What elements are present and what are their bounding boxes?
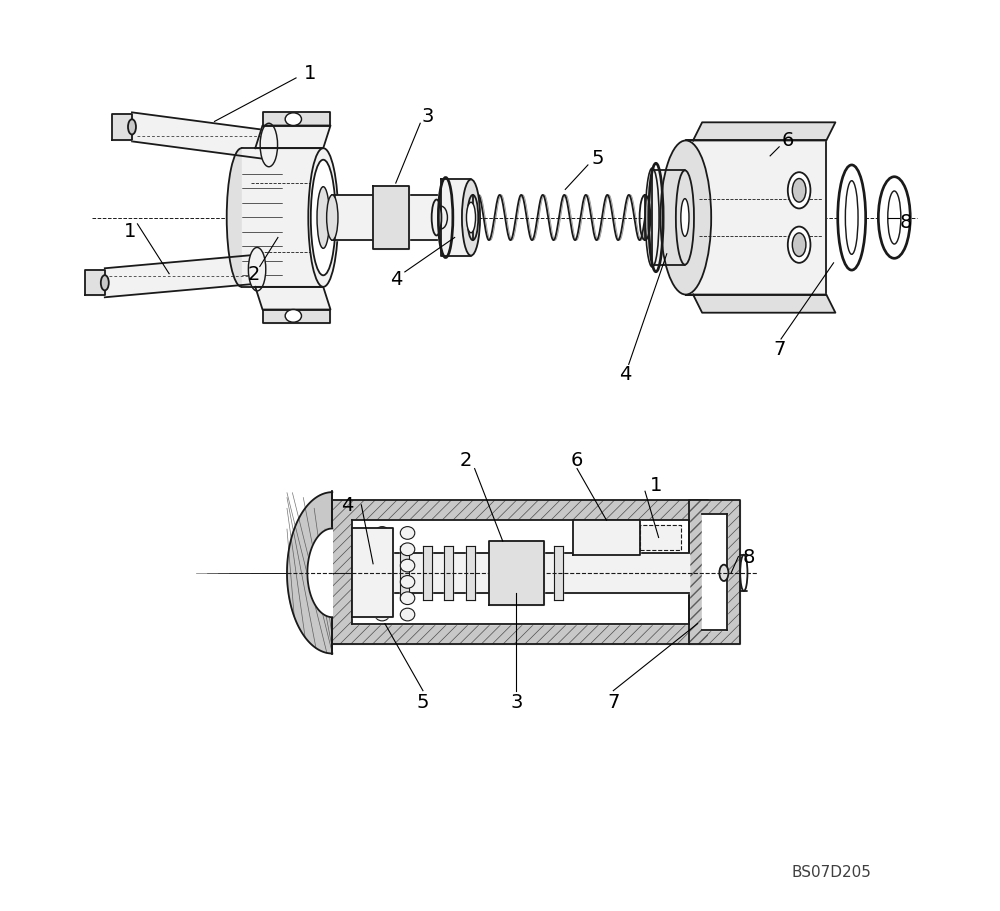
Polygon shape bbox=[693, 123, 835, 141]
Ellipse shape bbox=[432, 200, 441, 236]
Ellipse shape bbox=[400, 527, 415, 539]
Text: 3: 3 bbox=[421, 107, 434, 126]
Ellipse shape bbox=[740, 555, 747, 591]
Polygon shape bbox=[489, 546, 498, 600]
Text: 6: 6 bbox=[571, 451, 583, 469]
Ellipse shape bbox=[128, 120, 136, 136]
Polygon shape bbox=[554, 546, 563, 600]
Polygon shape bbox=[693, 295, 835, 313]
Polygon shape bbox=[112, 115, 132, 140]
Ellipse shape bbox=[400, 592, 415, 605]
Polygon shape bbox=[352, 553, 689, 593]
Polygon shape bbox=[85, 271, 105, 296]
Ellipse shape bbox=[375, 609, 389, 621]
Polygon shape bbox=[489, 541, 544, 605]
Ellipse shape bbox=[400, 543, 415, 556]
Polygon shape bbox=[702, 515, 727, 630]
Polygon shape bbox=[640, 526, 681, 550]
Polygon shape bbox=[466, 546, 475, 600]
Ellipse shape bbox=[400, 609, 415, 621]
Ellipse shape bbox=[400, 559, 415, 572]
Text: 8: 8 bbox=[743, 548, 755, 567]
Ellipse shape bbox=[400, 576, 415, 589]
Ellipse shape bbox=[788, 228, 810, 263]
Ellipse shape bbox=[260, 124, 278, 168]
Polygon shape bbox=[689, 501, 740, 644]
Text: 2: 2 bbox=[459, 451, 472, 469]
Ellipse shape bbox=[285, 310, 301, 322]
Polygon shape bbox=[373, 187, 409, 250]
Polygon shape bbox=[352, 521, 689, 624]
Polygon shape bbox=[400, 546, 409, 600]
Text: 2: 2 bbox=[247, 265, 260, 284]
Text: 1: 1 bbox=[650, 475, 662, 494]
Polygon shape bbox=[444, 546, 453, 600]
Ellipse shape bbox=[227, 149, 257, 288]
Polygon shape bbox=[255, 288, 330, 310]
Ellipse shape bbox=[327, 196, 338, 241]
Polygon shape bbox=[263, 113, 330, 127]
Polygon shape bbox=[533, 546, 542, 600]
Polygon shape bbox=[352, 529, 393, 618]
Polygon shape bbox=[242, 149, 323, 288]
Ellipse shape bbox=[792, 233, 806, 257]
Polygon shape bbox=[287, 493, 332, 654]
Ellipse shape bbox=[248, 248, 266, 292]
Ellipse shape bbox=[719, 565, 728, 581]
Text: 7: 7 bbox=[607, 692, 619, 711]
Ellipse shape bbox=[792, 179, 806, 203]
Text: 8: 8 bbox=[900, 212, 912, 231]
Text: 6: 6 bbox=[782, 131, 794, 150]
Ellipse shape bbox=[676, 171, 694, 265]
Text: 5: 5 bbox=[417, 692, 429, 711]
Text: 4: 4 bbox=[619, 364, 631, 384]
Ellipse shape bbox=[311, 160, 336, 276]
Polygon shape bbox=[263, 310, 330, 323]
Polygon shape bbox=[307, 529, 332, 618]
Text: 1: 1 bbox=[303, 64, 316, 83]
Polygon shape bbox=[686, 141, 826, 295]
Ellipse shape bbox=[317, 188, 329, 249]
Ellipse shape bbox=[878, 178, 910, 259]
Ellipse shape bbox=[681, 200, 689, 237]
Polygon shape bbox=[441, 180, 471, 256]
Text: 1: 1 bbox=[124, 221, 136, 241]
Ellipse shape bbox=[101, 276, 109, 292]
Polygon shape bbox=[511, 546, 520, 600]
Polygon shape bbox=[255, 127, 330, 149]
Polygon shape bbox=[573, 521, 640, 555]
Text: BS07D205: BS07D205 bbox=[792, 865, 872, 879]
Text: 3: 3 bbox=[510, 692, 523, 711]
Ellipse shape bbox=[375, 543, 389, 556]
Ellipse shape bbox=[466, 203, 476, 233]
Ellipse shape bbox=[838, 166, 866, 271]
Ellipse shape bbox=[462, 180, 480, 256]
Ellipse shape bbox=[285, 114, 301, 127]
Polygon shape bbox=[332, 501, 708, 644]
Polygon shape bbox=[105, 255, 257, 298]
Ellipse shape bbox=[660, 141, 711, 295]
Polygon shape bbox=[132, 113, 269, 160]
Polygon shape bbox=[652, 171, 685, 265]
Text: 4: 4 bbox=[390, 270, 402, 289]
Text: 5: 5 bbox=[592, 149, 604, 168]
Ellipse shape bbox=[308, 149, 338, 288]
Polygon shape bbox=[423, 546, 432, 600]
Ellipse shape bbox=[435, 207, 447, 230]
Ellipse shape bbox=[375, 592, 389, 605]
Ellipse shape bbox=[645, 169, 659, 268]
Text: 7: 7 bbox=[773, 339, 785, 358]
Text: 4: 4 bbox=[342, 496, 354, 515]
Ellipse shape bbox=[375, 559, 389, 572]
Ellipse shape bbox=[375, 576, 389, 589]
Ellipse shape bbox=[375, 527, 389, 539]
Polygon shape bbox=[332, 196, 437, 241]
Ellipse shape bbox=[788, 173, 810, 210]
